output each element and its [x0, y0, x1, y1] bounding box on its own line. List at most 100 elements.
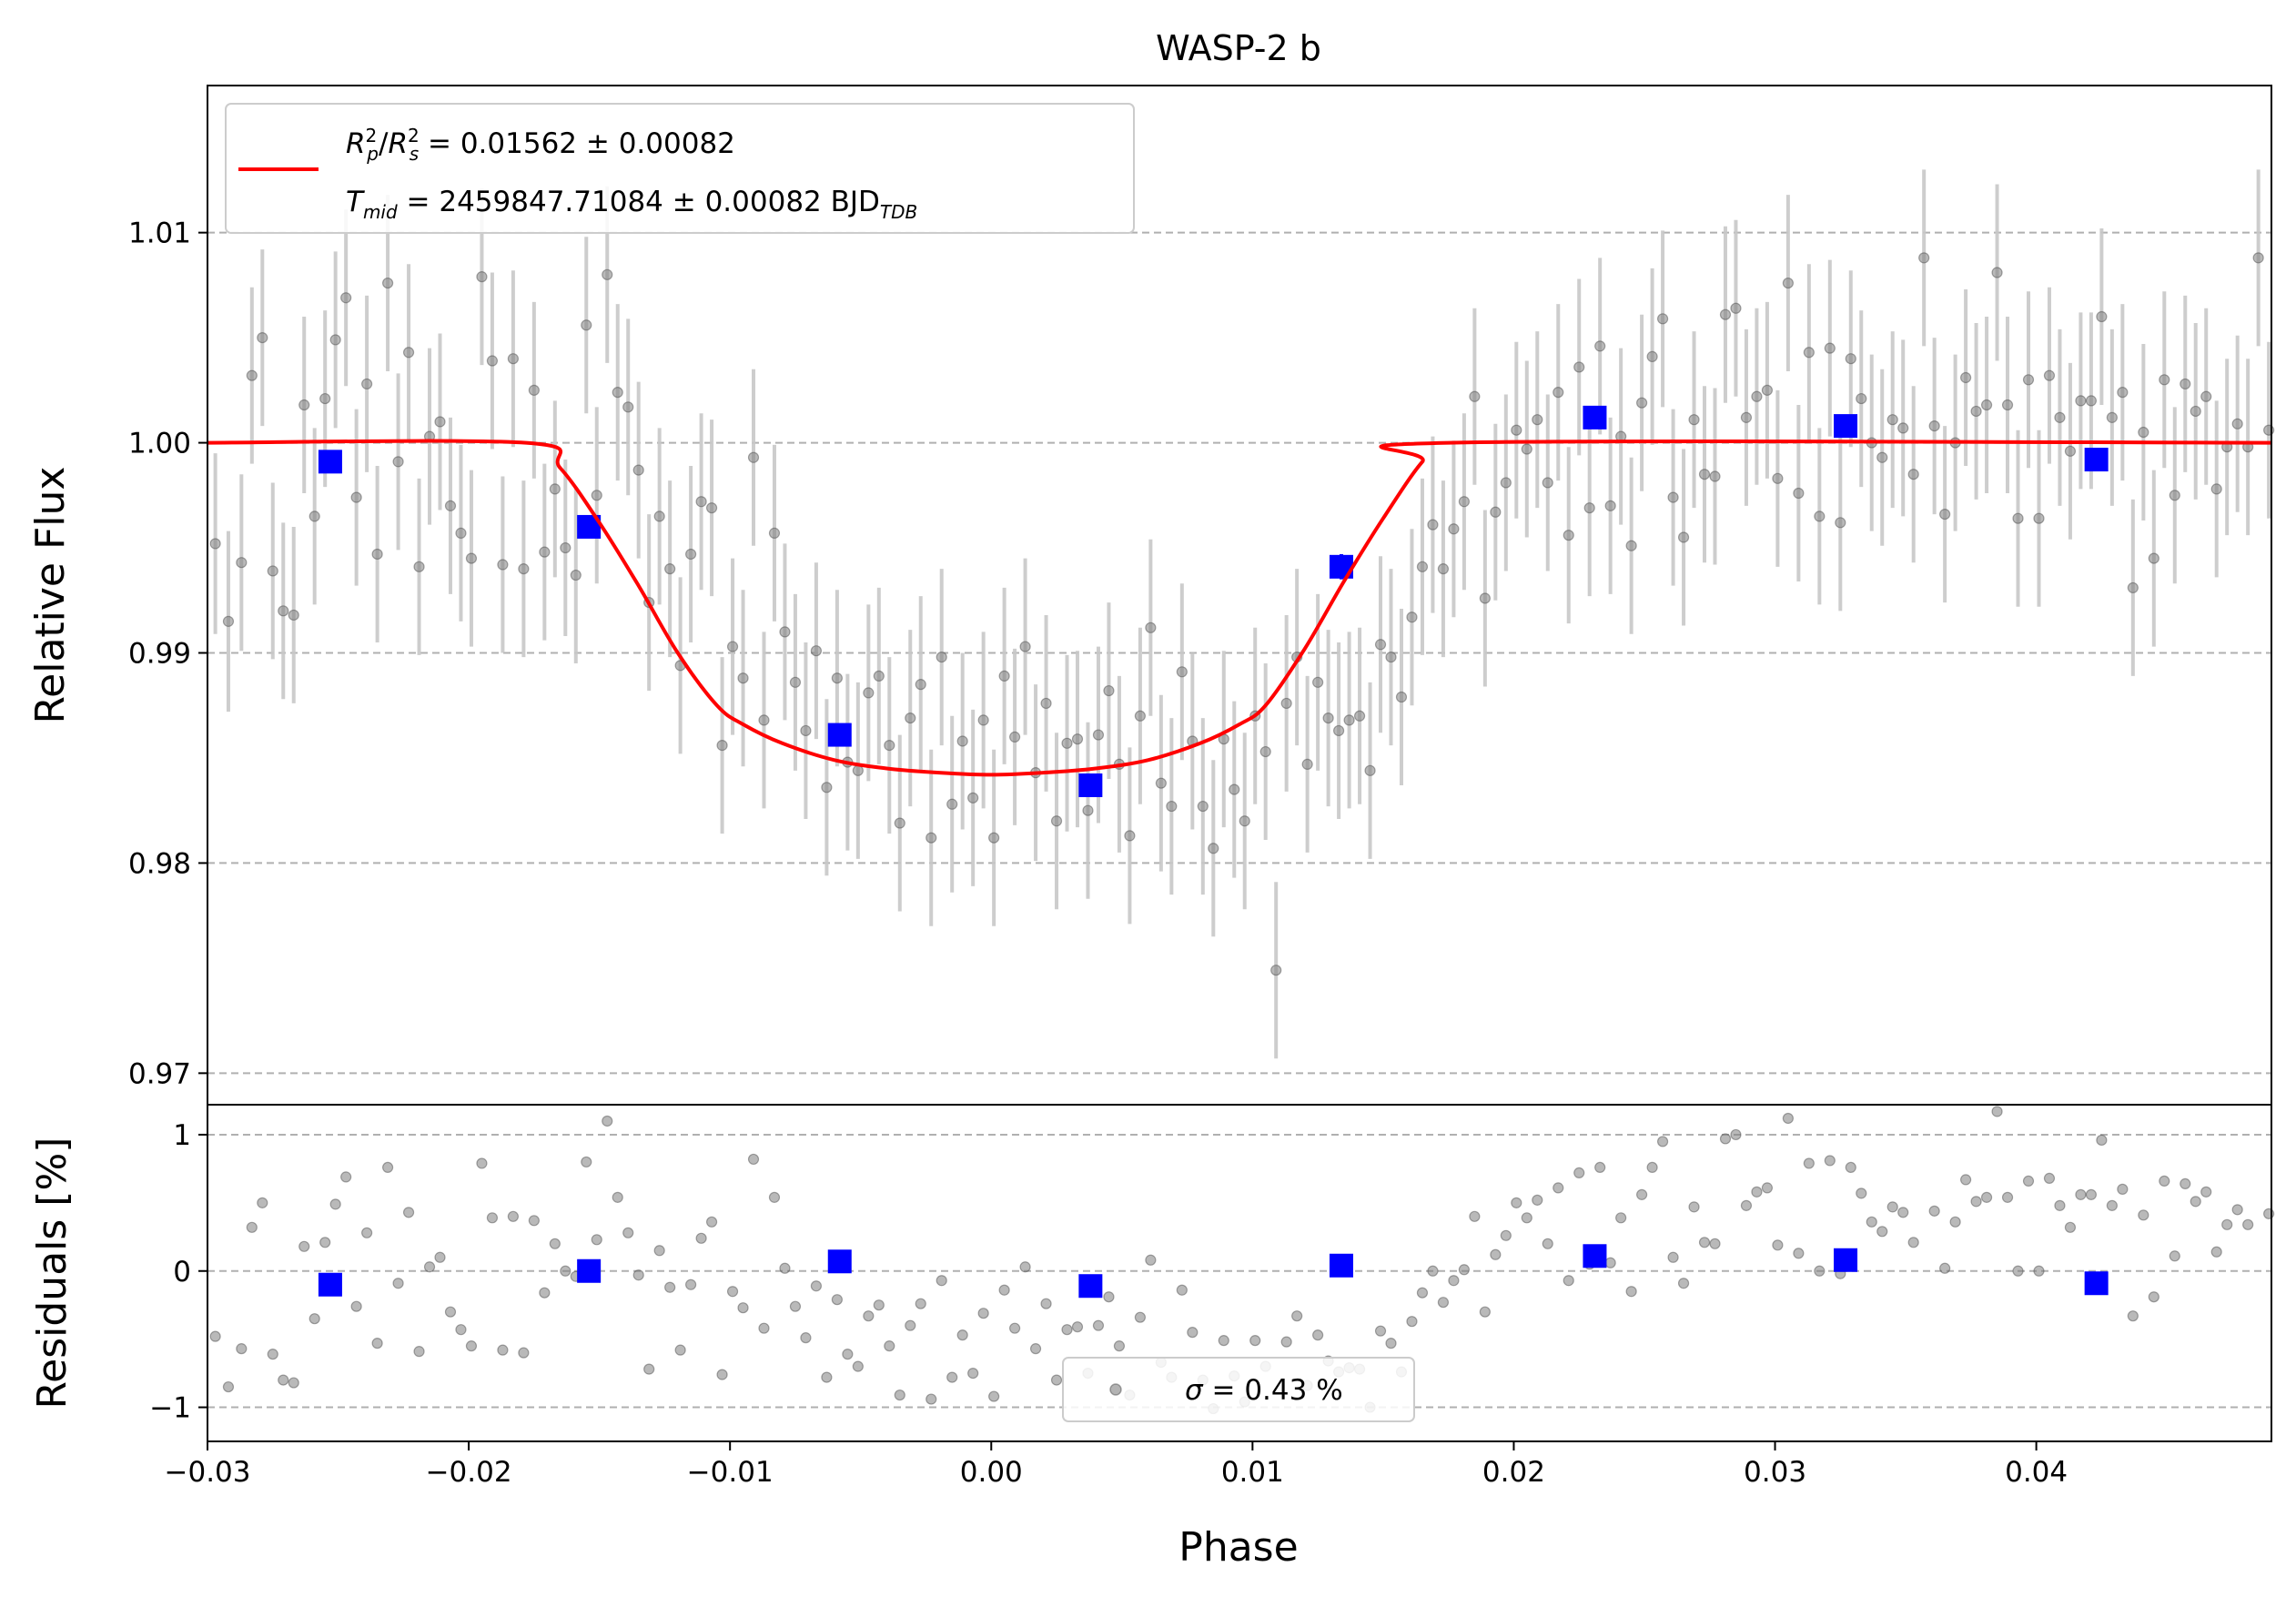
residual-raw-point	[863, 1310, 875, 1322]
raw-point	[2033, 512, 2045, 524]
raw-point	[1709, 470, 1721, 482]
raw-point	[1594, 340, 1606, 352]
residual-raw-point	[737, 1302, 749, 1314]
raw-point	[758, 714, 770, 726]
residual-raw-point	[402, 1207, 415, 1218]
residual-raw-point	[1845, 1161, 1856, 1174]
raw-point	[1991, 267, 2003, 278]
raw-point	[1353, 710, 1366, 722]
residual-raw-point	[288, 1377, 299, 1389]
residual-raw-point	[1406, 1316, 1418, 1328]
legend-p-sub: p	[366, 143, 379, 165]
residual-raw-point	[612, 1191, 623, 1203]
residual-raw-point	[278, 1374, 289, 1386]
raw-point	[1208, 843, 1219, 854]
raw-point	[1469, 390, 1481, 402]
x-tick-label: 0.03	[1744, 1456, 1806, 1489]
raw-point	[998, 670, 1010, 682]
x-ticks: −0.03 −0.02 −0.01 0.00 0.01 0.02 0.03 0.04	[165, 1441, 2068, 1489]
raw-point	[884, 740, 895, 752]
residual-raw-point	[1625, 1286, 1637, 1298]
legend-line-2: Tmid = 2459847.71084 ± 0.00082 BJDTDB	[346, 186, 917, 223]
residual-raw-point	[1772, 1239, 1784, 1251]
residual-raw-point	[2169, 1250, 2180, 1262]
residual-raw-point	[1677, 1278, 1690, 1289]
residual-raw-points	[209, 1106, 2275, 1415]
residual-raw-point	[1458, 1264, 1470, 1276]
raw-point	[402, 347, 415, 359]
legend-line-1: R2 p/R2 s = 0.01562 ± 0.00082	[346, 125, 735, 165]
residual-legend: σ = 0.43 %	[1062, 1357, 1415, 1422]
residual-raw-point	[894, 1389, 905, 1401]
residual-raw-point	[1500, 1229, 1512, 1241]
x-tick-label: 0.00	[960, 1456, 1023, 1489]
raw-point	[1856, 392, 1867, 405]
residual-raw-point	[1134, 1311, 1147, 1323]
raw-point	[1688, 414, 1700, 426]
residual-raw-point	[1939, 1262, 1951, 1274]
raw-point	[1301, 758, 1313, 770]
raw-point	[1521, 443, 1532, 455]
raw-point	[371, 548, 383, 561]
residual-raw-point	[884, 1340, 895, 1352]
residual-raw-point	[1886, 1201, 1898, 1213]
raw-point	[319, 392, 331, 405]
residual-raw-point	[936, 1275, 947, 1287]
raw-point	[1824, 342, 1836, 354]
raw-point	[267, 565, 278, 577]
legend-rs-sup: 2	[408, 125, 420, 147]
raw-point	[1416, 561, 1429, 572]
x-tick-label: −0.02	[426, 1456, 512, 1489]
binned-point	[1583, 405, 1607, 430]
raw-point	[1980, 399, 1993, 411]
residual-raw-point	[1521, 1212, 1532, 1224]
raw-point	[2012, 512, 2024, 524]
residual-raw-point	[977, 1308, 989, 1319]
raw-point	[1939, 508, 1951, 521]
raw-point	[1239, 815, 1250, 827]
residual-raw-point	[329, 1198, 341, 1210]
raw-point	[222, 615, 235, 627]
residual-raw-point	[581, 1156, 592, 1168]
residual-raw-point	[726, 1286, 739, 1298]
residual-raw-point	[257, 1197, 268, 1208]
residual-raw-point	[413, 1346, 425, 1358]
raw-point	[2127, 581, 2139, 594]
residual-raw-point	[476, 1157, 488, 1169]
residual-binned-points	[318, 1244, 2109, 1299]
legend-tdb-sub: TDB	[880, 201, 917, 223]
residual-raw-point	[539, 1287, 551, 1299]
raw-point	[726, 641, 739, 652]
residual-raw-point	[632, 1269, 644, 1281]
raw-point	[946, 798, 958, 810]
residual-raw-point	[2054, 1199, 2066, 1211]
raw-point	[1448, 523, 1460, 535]
raw-point	[622, 401, 634, 413]
raw-point	[465, 552, 478, 564]
raw-point	[1166, 800, 1178, 813]
residual-binned-point	[318, 1272, 342, 1297]
raw-point	[1532, 414, 1543, 426]
raw-point	[1229, 783, 1240, 795]
legend-mid-sub: mid	[363, 201, 398, 223]
raw-point	[413, 561, 425, 572]
raw-point	[1092, 729, 1105, 741]
residual-raw-point	[2012, 1265, 2024, 1277]
residual-raw-point	[967, 1368, 979, 1380]
raw-point	[1604, 500, 1616, 511]
raw-point	[257, 332, 268, 344]
x-tick-label: 0.01	[1221, 1456, 1284, 1489]
raw-point	[1312, 676, 1324, 688]
main-y-tick-label: 0.98	[128, 847, 191, 880]
main-legend-box	[225, 103, 1135, 234]
residual-raw-point	[1553, 1182, 1564, 1194]
raw-point	[2190, 405, 2201, 418]
legend-rs-symbol: R	[388, 127, 408, 160]
residual-y-tick-label: −1	[149, 1392, 191, 1425]
residual-binned-point	[1583, 1244, 1607, 1268]
residual-raw-point	[444, 1306, 457, 1318]
raw-point	[1814, 510, 1826, 522]
